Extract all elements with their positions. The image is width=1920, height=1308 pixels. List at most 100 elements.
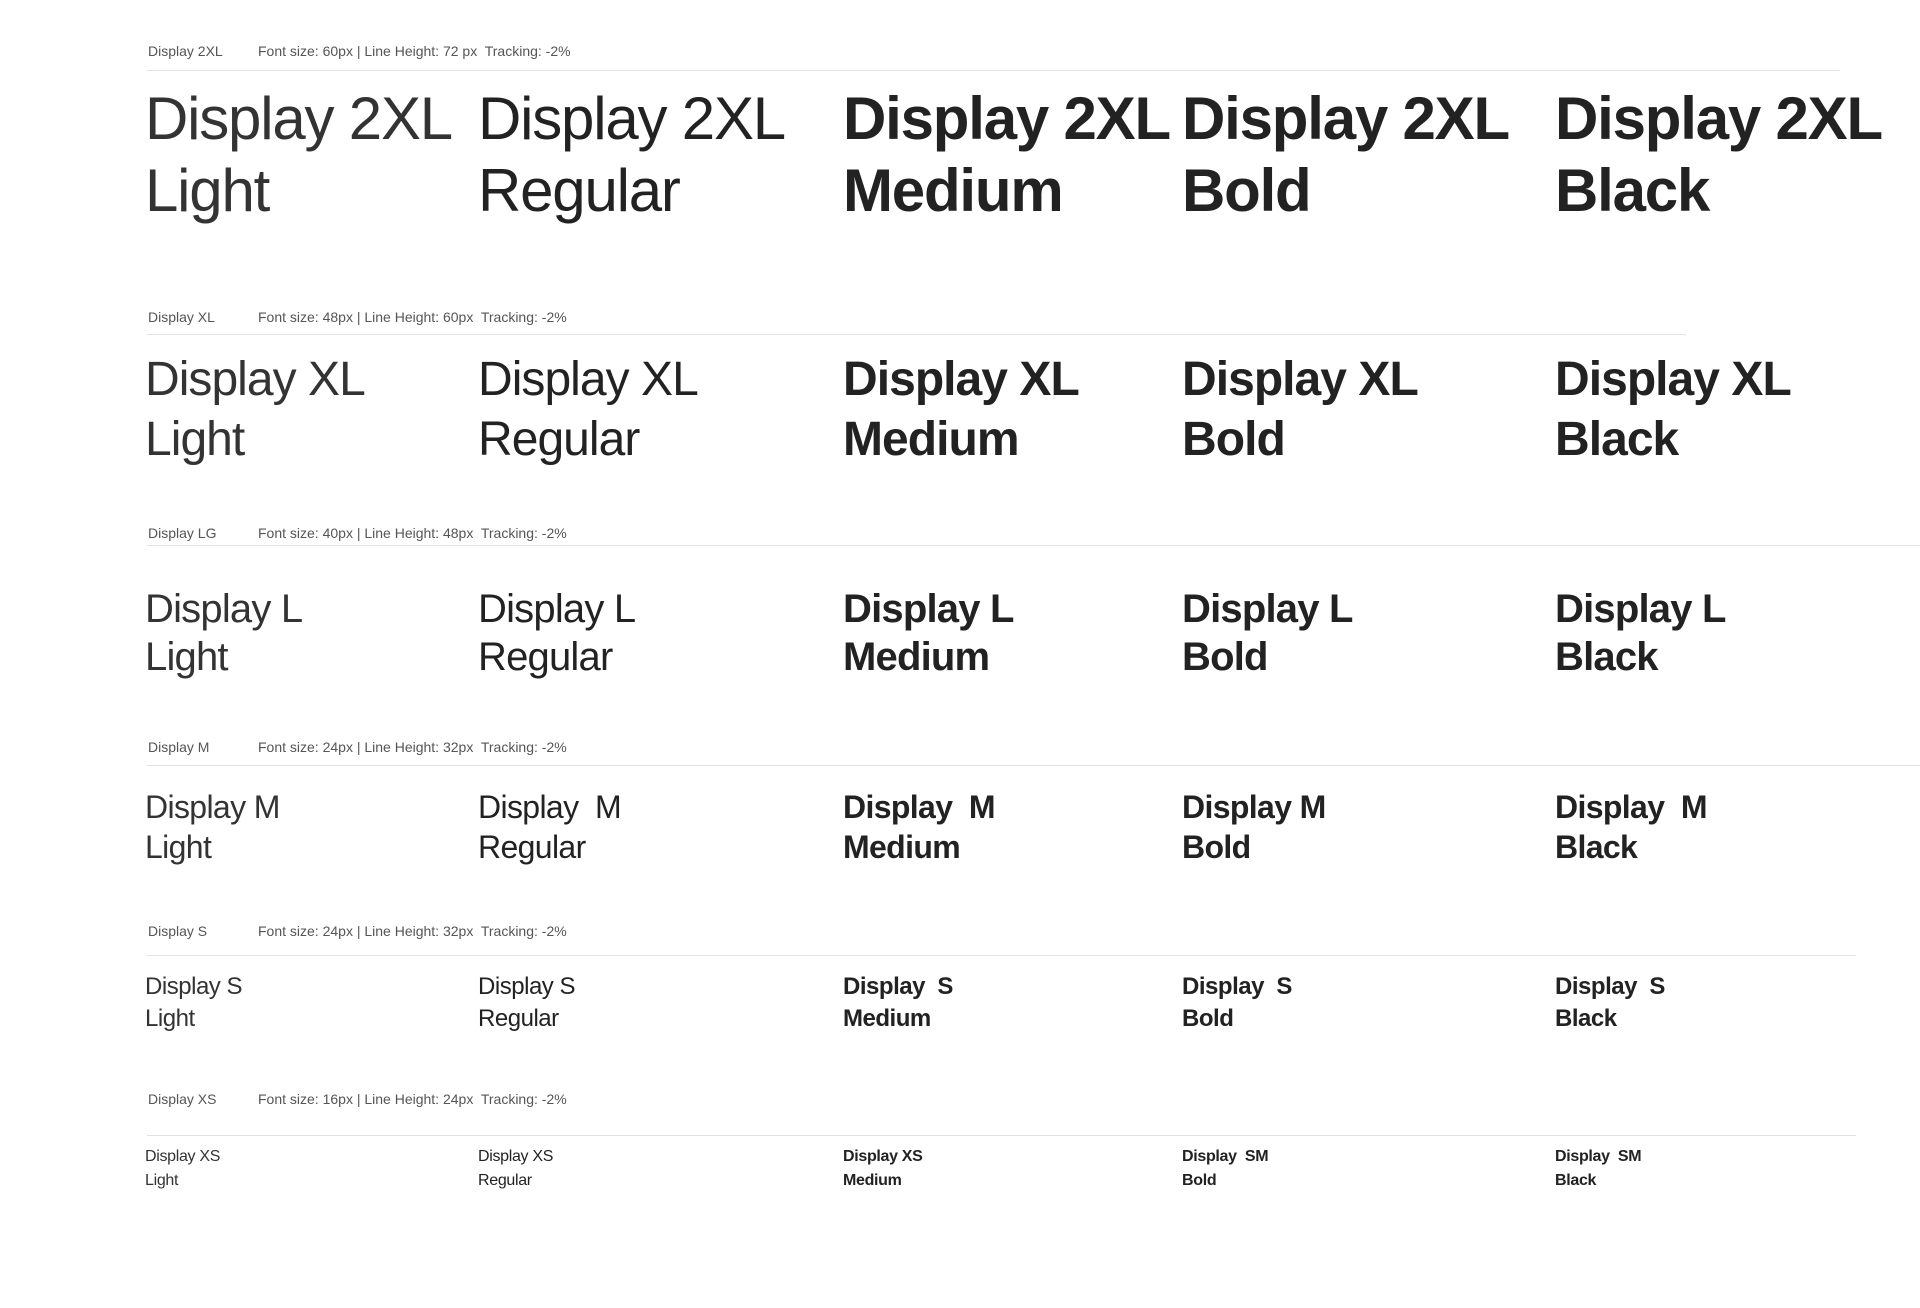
type-sample: Display SM Black [1555, 1145, 1642, 1193]
type-sample: Display L Medium [843, 585, 1014, 681]
sample-line: Display XL [145, 353, 366, 406]
sample-line: Regular [478, 829, 586, 865]
section-name: Display XL [148, 309, 215, 325]
divider [147, 1135, 1856, 1136]
type-sample: Display M Medium [843, 787, 996, 867]
type-sample: Display M Black [1555, 787, 1708, 867]
type-sample: Display M Regular [478, 787, 622, 867]
sample-line: Display XS [843, 1148, 923, 1165]
sample-line: Display M [145, 789, 280, 825]
sample-line: Black [1555, 635, 1659, 679]
sample-line: Black [1555, 1005, 1617, 1032]
sample-line: Medium [843, 1005, 931, 1032]
type-sample: Display S Black [1555, 971, 1665, 1035]
sample-line: Black [1555, 829, 1638, 865]
sample-line: Regular [478, 635, 613, 679]
sample-line: Light [145, 635, 229, 679]
sample-line: Bold [1182, 635, 1268, 679]
sample-line: Black [1555, 1172, 1597, 1189]
sample-line: Display 2XL [843, 85, 1171, 152]
type-sample: Display XL Black [1555, 350, 1792, 470]
type-sample: Display 2XL Black [1555, 83, 1883, 227]
sample-line: Black [1555, 413, 1679, 466]
sample-line: Medium [843, 635, 990, 679]
sample-line: Display S [843, 973, 953, 1000]
sample-line: Display L [1182, 587, 1353, 631]
sample-line: Display M [478, 789, 622, 825]
sample-line: Display XL [478, 353, 699, 406]
sample-line: Display XL [1555, 353, 1792, 406]
sample-line: Medium [843, 829, 961, 865]
type-sample: Display 2XL Bold [1182, 83, 1510, 227]
type-sample: Display XS Regular [478, 1145, 553, 1193]
section-name: Display XS [148, 1091, 217, 1107]
sample-line: Light [145, 413, 245, 466]
sample-line: Black [1555, 157, 1710, 224]
sample-line: Display M [843, 789, 996, 825]
sample-line: Bold [1182, 1005, 1234, 1032]
sample-line: Medium [843, 1172, 902, 1189]
type-sample: Display S Medium [843, 971, 953, 1035]
section-name: Display LG [148, 525, 217, 541]
type-sample: Display L Light [145, 585, 303, 681]
divider [147, 955, 1856, 956]
sample-line: Medium [843, 413, 1020, 466]
sample-line: Light [145, 829, 212, 865]
type-sample: Display XS Medium [843, 1145, 923, 1193]
sample-line: Light [145, 157, 270, 224]
type-sample: Display XL Medium [843, 350, 1080, 470]
sample-line: Display S [1182, 973, 1292, 1000]
type-sample: Display M Bold [1182, 787, 1326, 867]
sample-line: Display L [843, 587, 1014, 631]
type-sample: Display XL Regular [478, 350, 699, 470]
section-spec: Font size: 40px | Line Height: 48px Trac… [258, 525, 567, 541]
type-sample: Display L Regular [478, 585, 636, 681]
sample-line: Display SM [1555, 1148, 1642, 1165]
sample-line: Display S [145, 973, 243, 1000]
sample-line: Display M [1555, 789, 1708, 825]
sample-line: Display XS [145, 1148, 221, 1165]
type-sample: Display S Regular [478, 971, 576, 1035]
type-sample: Display L Black [1555, 585, 1726, 681]
divider [147, 545, 1920, 546]
section-spec: Font size: 16px | Line Height: 24px Trac… [258, 1091, 567, 1107]
sample-line: Display 2XL [1182, 85, 1510, 152]
sample-line: Regular [478, 1005, 559, 1032]
sample-line: Display XS [478, 1148, 554, 1165]
type-sample: Display M Light [145, 787, 280, 867]
sample-line: Light [145, 1172, 179, 1189]
type-sample: Display S Bold [1182, 971, 1292, 1035]
section-name: Display M [148, 739, 210, 755]
sample-line: Display L [145, 587, 303, 631]
section-name: Display 2XL [148, 43, 223, 59]
type-sample: Display 2XL Light [145, 83, 453, 227]
sample-line: Display S [478, 973, 576, 1000]
type-sample: Display S Light [145, 971, 243, 1035]
divider [147, 765, 1920, 766]
sample-line: Bold [1182, 829, 1251, 865]
sample-line: Display 2XL [478, 85, 786, 152]
sample-line: Display L [1555, 587, 1726, 631]
sample-line: Display 2XL [145, 85, 453, 152]
sample-line: Display M [1182, 789, 1326, 825]
sample-line: Regular [478, 1172, 532, 1189]
type-sample: Display SM Bold [1182, 1145, 1269, 1193]
sample-line: Medium [843, 157, 1064, 224]
section-name: Display S [148, 923, 208, 939]
sample-line: Display S [1555, 973, 1665, 1000]
sample-line: Display XL [843, 353, 1080, 406]
type-sample: Display 2XL Medium [843, 83, 1171, 227]
sample-line: Display 2XL [1555, 85, 1883, 152]
section-spec: Font size: 24px | Line Height: 32px Trac… [258, 923, 567, 939]
section-spec: Font size: 48px | Line Height: 60px Trac… [258, 309, 567, 325]
sample-line: Display XL [1182, 353, 1419, 406]
sample-line: Bold [1182, 413, 1286, 466]
sample-line: Light [145, 1005, 195, 1032]
type-sample: Display XL Light [145, 350, 366, 470]
type-sample: Display 2XL Regular [478, 83, 786, 227]
sample-line: Bold [1182, 1172, 1217, 1189]
divider [147, 334, 1686, 335]
sample-line: Bold [1182, 157, 1312, 224]
